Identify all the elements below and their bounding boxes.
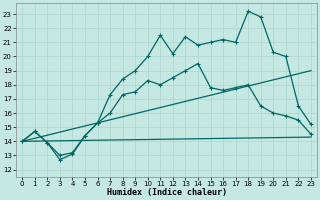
X-axis label: Humidex (Indice chaleur): Humidex (Indice chaleur)	[107, 188, 227, 197]
